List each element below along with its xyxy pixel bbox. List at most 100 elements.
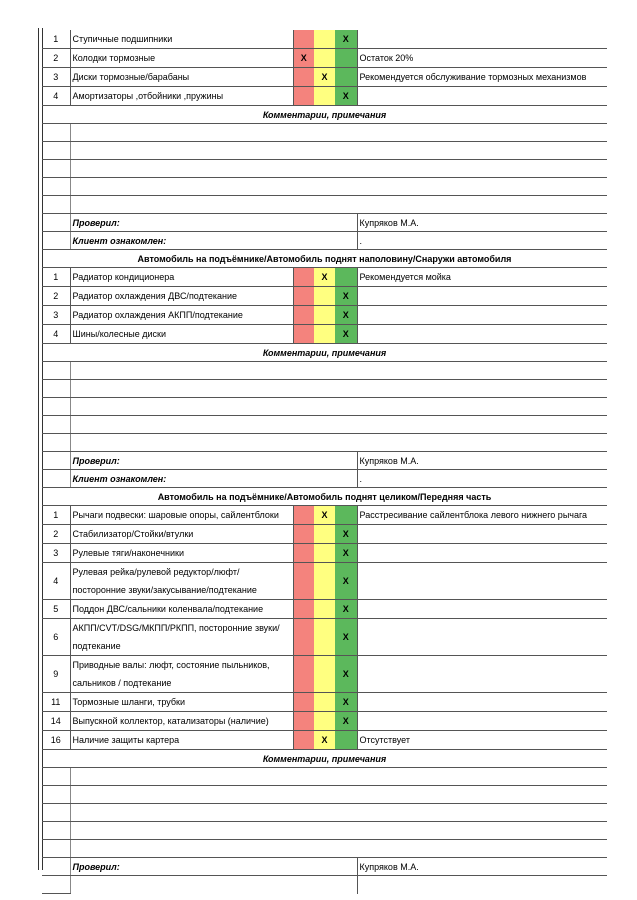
status-critical-cell[interactable] (292, 599, 314, 619)
comments-header: Комментарии, примечания (42, 749, 607, 768)
comment-text[interactable] (70, 195, 607, 214)
status-ok-cell[interactable] (335, 48, 358, 68)
client-ack-cell (70, 875, 358, 894)
status-warning-cell[interactable]: X (314, 67, 335, 87)
status-warning-cell[interactable] (314, 618, 335, 656)
status-warning-cell[interactable] (314, 524, 335, 544)
status-warning-cell[interactable] (314, 86, 335, 106)
item-note (357, 692, 607, 712)
status-critical-cell[interactable] (292, 286, 314, 306)
section-title: Автомобиль на подъёмнике/Автомобиль подн… (42, 249, 607, 268)
item-number: 4 (42, 324, 71, 344)
page-border-left (38, 28, 39, 870)
comment-text[interactable] (70, 785, 607, 804)
status-warning-cell[interactable]: X (314, 505, 335, 525)
comment-text[interactable] (70, 159, 607, 178)
status-warning-cell[interactable] (314, 30, 335, 49)
status-warning-cell[interactable]: X (314, 730, 335, 750)
status-critical-cell[interactable] (292, 305, 314, 325)
comments-label: Комментарии, примечания (42, 105, 607, 124)
status-critical-cell[interactable] (292, 86, 314, 106)
comment-index (42, 803, 71, 822)
status-warning-cell[interactable] (314, 286, 335, 306)
comment-text[interactable] (70, 177, 607, 196)
status-critical-cell[interactable] (292, 267, 314, 287)
table-row: 9 Приводные валы: люфт, состояние пыльник… (42, 655, 607, 693)
status-critical-cell[interactable] (292, 67, 314, 87)
status-warning-cell[interactable] (314, 692, 335, 712)
table-row: 5 Поддон ДВС/сальники коленвала/подтекани… (42, 599, 607, 619)
status-ok-cell[interactable]: X (335, 711, 358, 731)
status-ok-cell[interactable]: X (335, 30, 358, 49)
status-warning-cell[interactable] (314, 324, 335, 344)
status-ok-cell[interactable]: X (335, 618, 358, 656)
comment-text[interactable] (70, 123, 607, 142)
status-critical-cell[interactable] (292, 543, 314, 563)
status-critical-cell[interactable] (292, 30, 314, 49)
comment-text[interactable] (70, 379, 607, 398)
status-critical-cell[interactable] (292, 730, 314, 750)
item-number: 16 (42, 730, 71, 750)
status-ok-cell[interactable]: X (335, 324, 358, 344)
status-ok-cell[interactable]: X (335, 286, 358, 306)
status-ok-cell[interactable]: X (335, 562, 358, 600)
status-warning-cell[interactable]: X (314, 267, 335, 287)
item-note (357, 543, 607, 563)
status-critical-cell[interactable] (292, 324, 314, 344)
status-warning-cell[interactable] (314, 562, 335, 600)
status-warning-cell[interactable] (314, 48, 335, 68)
status-ok-cell[interactable]: X (335, 692, 358, 712)
comment-index (42, 785, 71, 804)
status-critical-cell[interactable] (292, 618, 314, 656)
client-ack-row: Клиент ознакомлен:. (42, 231, 607, 250)
comment-line (42, 433, 607, 452)
status-ok-cell[interactable]: X (335, 543, 358, 563)
status-ok-cell[interactable] (335, 730, 358, 750)
comment-text[interactable] (70, 433, 607, 452)
comment-text[interactable] (70, 767, 607, 786)
item-number: 6 (42, 618, 71, 656)
status-ok-cell[interactable]: X (335, 655, 358, 693)
table-row: 3 Рулевые тяги/наконечники X (42, 543, 607, 563)
status-critical-cell[interactable] (292, 505, 314, 525)
status-critical-cell[interactable] (292, 692, 314, 712)
status-warning-cell[interactable] (314, 599, 335, 619)
comment-index (42, 361, 71, 380)
table-row: 3 Диски тормозные/барабаны X Рекомендуется … (42, 67, 607, 87)
status-ok-cell[interactable]: X (335, 86, 358, 106)
comment-text[interactable] (70, 803, 607, 822)
comment-text[interactable] (70, 397, 607, 416)
status-critical-cell[interactable] (292, 562, 314, 600)
client-ack-label: Клиент ознакомлен: (70, 231, 358, 250)
item-note: Расстресивание сайлентблока левого нижне… (357, 505, 607, 525)
item-description: Рулевая рейка/рулевой редуктор/люфт/пост… (70, 562, 293, 600)
comment-text[interactable] (70, 415, 607, 434)
comment-index (42, 821, 71, 840)
item-note (357, 655, 607, 693)
status-critical-cell[interactable]: X (292, 48, 314, 68)
item-note (357, 524, 607, 544)
status-warning-cell[interactable] (314, 305, 335, 325)
status-ok-cell[interactable] (335, 67, 358, 87)
comment-text[interactable] (70, 141, 607, 160)
status-ok-cell[interactable] (335, 267, 358, 287)
status-warning-cell[interactable] (314, 543, 335, 563)
comment-text[interactable] (70, 839, 607, 858)
comment-text[interactable] (70, 821, 607, 840)
table-row: 1 Ступичные подшипники X (42, 30, 607, 49)
status-warning-cell[interactable] (314, 711, 335, 731)
status-ok-cell[interactable]: X (335, 599, 358, 619)
item-note (357, 30, 607, 49)
status-ok-cell[interactable]: X (335, 305, 358, 325)
comment-text[interactable] (70, 361, 607, 380)
status-ok-cell[interactable] (335, 505, 358, 525)
comment-line (42, 141, 607, 160)
status-critical-cell[interactable] (292, 711, 314, 731)
client-ack-row (42, 875, 607, 894)
comment-index (42, 177, 71, 196)
status-critical-cell[interactable] (292, 655, 314, 693)
comment-line (42, 379, 607, 398)
status-warning-cell[interactable] (314, 655, 335, 693)
status-critical-cell[interactable] (292, 524, 314, 544)
status-ok-cell[interactable]: X (335, 524, 358, 544)
